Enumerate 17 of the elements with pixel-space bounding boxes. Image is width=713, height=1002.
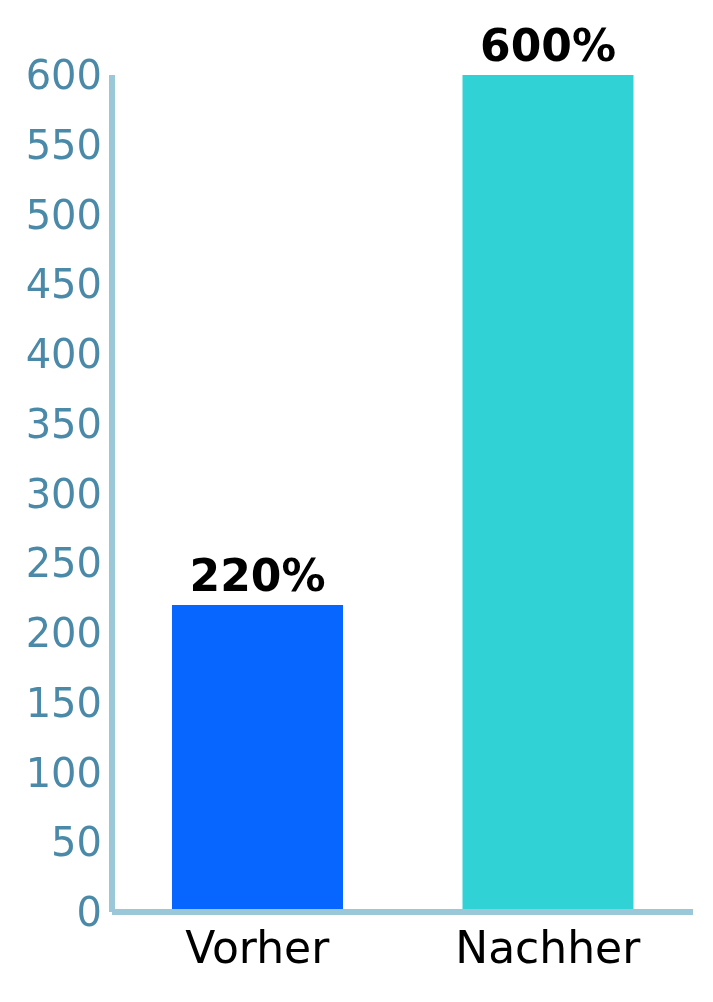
y-tick-label: 300	[25, 470, 102, 517]
data-label: 220%	[189, 550, 326, 602]
y-tick-label: 0	[76, 889, 102, 936]
x-tick-label: Nachher	[455, 922, 642, 974]
y-tick-label: 550	[25, 121, 102, 168]
y-tick-label: 200	[25, 610, 102, 657]
x-tick-label: Vorher	[185, 922, 331, 974]
y-tick-label: 450	[25, 261, 102, 308]
y-tick-label: 400	[25, 331, 102, 378]
y-tick-label: 350	[25, 400, 102, 447]
y-tick-label: 250	[25, 540, 102, 587]
y-tick-label: 500	[25, 191, 102, 238]
data-label: 600%	[480, 20, 616, 71]
y-tick-label: 150	[25, 679, 102, 726]
y-tick-label: 50	[51, 819, 102, 866]
y-tick-label: 600	[25, 52, 102, 99]
y-tick-label: 100	[25, 749, 102, 796]
